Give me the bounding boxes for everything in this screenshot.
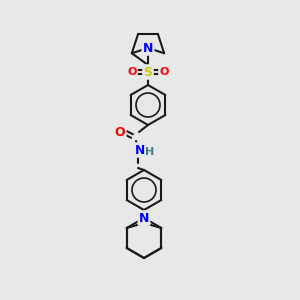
Text: O: O [127, 67, 137, 77]
Text: S: S [143, 65, 152, 79]
Text: N: N [139, 212, 149, 224]
Text: O: O [159, 67, 169, 77]
Text: H: H [146, 147, 154, 157]
Text: O: O [115, 127, 125, 140]
Text: N: N [143, 41, 153, 55]
Text: N: N [135, 143, 145, 157]
